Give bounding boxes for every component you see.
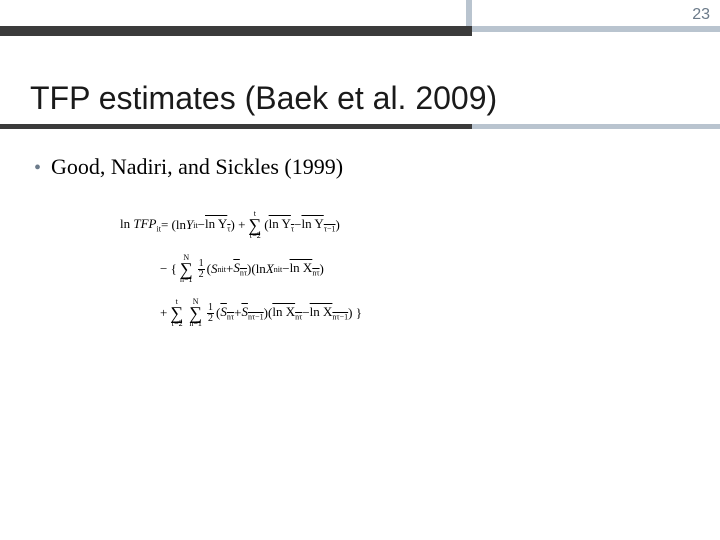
- f3-sbar1: Snτ: [220, 304, 234, 322]
- f1-sum: t ∑ τ=2: [248, 210, 261, 240]
- f2-lead: − {: [160, 261, 177, 277]
- f3-xbar1: ln Xnτ: [272, 304, 302, 322]
- f1-y: Y: [186, 217, 193, 233]
- header-decoration: [0, 0, 720, 42]
- f1-t2minus: −: [294, 217, 301, 233]
- bullet-marker: •: [34, 158, 41, 178]
- f1-ybar: ln Yτ: [205, 216, 231, 234]
- title-underline: [0, 124, 720, 129]
- f2-ssub: nit: [218, 265, 226, 274]
- header-light-horizontal: [472, 26, 720, 32]
- f3-sum1: t ∑ τ=2: [170, 298, 183, 328]
- f1-ybar2: ln Yτ−1: [301, 216, 335, 234]
- f2-minus: −: [282, 261, 289, 277]
- header-dark-bar: [0, 26, 472, 36]
- f3-frac: 1 2: [207, 303, 214, 324]
- formula-line-1: ln TFPit = (ln Yit − ln Yτ ) + t ∑ τ=2 (…: [120, 210, 600, 240]
- f2-xsub: nit: [274, 265, 282, 274]
- f3-close2: ) }: [348, 305, 362, 321]
- f2-xbar: ln Xnτ: [290, 260, 320, 278]
- f3-lead: +: [160, 305, 167, 321]
- formula-line-3: + t ∑ τ=2 N ∑ n=1 1 2 ( Snτ + Snτ−1 )( l…: [120, 298, 600, 328]
- f1-lhs: ln TFPit: [120, 216, 161, 234]
- f2-frac: 1 2: [198, 259, 205, 280]
- slide-title: TFP estimates (Baek et al. 2009): [30, 80, 497, 117]
- bullet-text: Good, Nadiri, and Sickles (1999): [51, 154, 343, 180]
- f2-plus: +: [226, 261, 233, 277]
- f1-eq: = (ln: [161, 217, 186, 233]
- f1-close: ) +: [231, 217, 246, 233]
- f2-close1: )(ln: [247, 261, 266, 277]
- f2-x: X: [266, 261, 274, 277]
- f1-ybar1: ln Yτ: [269, 216, 295, 234]
- underline-light: [472, 124, 720, 129]
- formula-block: ln TFPit = (ln Yit − ln Yτ ) + t ∑ τ=2 (…: [120, 210, 600, 342]
- f2-close2: ): [320, 261, 324, 277]
- f2-sum: N ∑ n=1: [180, 254, 193, 284]
- f1-t2close: ): [335, 217, 339, 233]
- bullet-item: • Good, Nadiri, and Sickles (1999): [34, 154, 343, 180]
- f3-minus: −: [302, 305, 309, 321]
- f3-close1: )(: [264, 305, 273, 321]
- f1-minus: −: [198, 217, 205, 233]
- f3-plus: +: [234, 305, 241, 321]
- page-number: 23: [692, 6, 710, 24]
- f3-sbar2: Snτ−1: [241, 304, 263, 322]
- underline-dark: [0, 124, 472, 129]
- formula-line-2: − { N ∑ n=1 1 2 ( Snit + Snτ )(ln Xnit −…: [120, 254, 600, 284]
- f3-sum2: N ∑ n=1: [189, 298, 202, 328]
- f3-xbar2: ln Xnτ−1: [310, 304, 348, 322]
- f2-sbar: Snτ: [233, 260, 247, 278]
